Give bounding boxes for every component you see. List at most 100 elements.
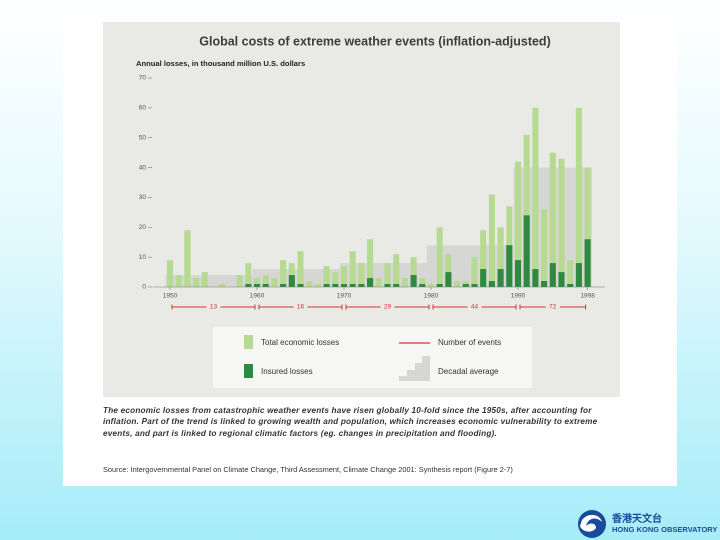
bar xyxy=(410,257,417,287)
bar xyxy=(384,284,391,287)
bar xyxy=(175,275,182,287)
y-tick-label: 40 xyxy=(139,164,147,171)
decadal-average xyxy=(165,275,253,287)
bar xyxy=(193,278,200,287)
bar xyxy=(549,263,556,287)
bar xyxy=(419,278,426,287)
events-label-bg xyxy=(293,302,308,312)
bar xyxy=(445,272,452,287)
bar xyxy=(410,275,417,287)
bar xyxy=(349,251,356,287)
bar xyxy=(471,257,478,287)
legend-label: Decadal average xyxy=(438,367,499,376)
legend-label: Total economic losses xyxy=(261,338,339,347)
events-label-bg xyxy=(206,302,221,312)
bar xyxy=(236,275,243,287)
bar xyxy=(523,215,530,287)
events-label: 72 xyxy=(549,304,557,311)
bar xyxy=(558,272,565,287)
bar xyxy=(340,266,348,287)
bar xyxy=(367,239,374,287)
bar xyxy=(506,245,513,287)
legend-swatch xyxy=(244,364,253,378)
bar xyxy=(245,284,252,287)
bar xyxy=(184,230,191,287)
bar xyxy=(253,278,261,287)
bar xyxy=(567,260,574,287)
bar xyxy=(219,284,226,287)
bar xyxy=(541,209,548,287)
bar xyxy=(384,263,391,287)
y-tick-label: 10 xyxy=(139,254,147,261)
bar xyxy=(367,278,374,287)
bar xyxy=(436,227,443,287)
bar xyxy=(532,269,539,287)
bar xyxy=(541,281,548,287)
bar xyxy=(488,194,495,287)
bar xyxy=(297,251,304,287)
bar xyxy=(427,284,435,287)
x-tick-label: 1960 xyxy=(250,293,265,300)
logo-mark xyxy=(578,510,606,538)
bar xyxy=(262,284,269,287)
x-tick-label: 1950 xyxy=(163,293,178,300)
legend-swatch xyxy=(399,356,430,381)
events-label-bg xyxy=(545,302,560,312)
x-tick-label: 1990 xyxy=(511,293,526,300)
bar xyxy=(323,266,330,287)
bar xyxy=(166,260,174,287)
legend-box xyxy=(213,327,532,388)
plot: 0 10 20 30 40 50 60 70 1950 1960 1970 1980 1990 1998 1… xyxy=(139,75,605,312)
caption: The economic losses from catastrophic we… xyxy=(103,406,598,438)
bar xyxy=(358,263,365,287)
events-label: 44 xyxy=(471,304,479,311)
bar xyxy=(280,284,287,287)
bar xyxy=(201,272,208,287)
bar xyxy=(271,278,278,287)
bar xyxy=(575,263,582,287)
chart-subtitle: Annual losses, in thousand million U.S. … xyxy=(136,59,305,68)
y-tick-label: 20 xyxy=(139,224,147,231)
bar xyxy=(514,161,522,287)
bar xyxy=(497,227,504,287)
bar xyxy=(462,284,469,287)
bar xyxy=(419,284,426,287)
bar xyxy=(262,275,269,287)
bar xyxy=(497,269,504,287)
events-label: 16 xyxy=(297,304,305,311)
y-tick-label: 50 xyxy=(139,134,147,141)
bar xyxy=(454,281,461,287)
bar xyxy=(253,284,261,287)
bar xyxy=(480,230,487,287)
bar xyxy=(488,281,495,287)
y-tick-label: 30 xyxy=(139,194,147,201)
bar xyxy=(514,260,522,287)
bar xyxy=(471,284,478,287)
bar xyxy=(523,134,530,287)
bar xyxy=(532,107,539,287)
y-tick-label: 60 xyxy=(139,105,147,112)
bar xyxy=(349,284,356,287)
bar xyxy=(280,260,287,287)
logo-chinese: 香港天文台 xyxy=(612,514,662,525)
bar xyxy=(340,284,348,287)
legend-swatch xyxy=(244,335,253,349)
x-tick-label: 1998 xyxy=(580,293,595,300)
bar xyxy=(558,158,565,287)
bar xyxy=(332,284,339,287)
bar xyxy=(375,278,382,287)
bar xyxy=(288,275,295,287)
events-label-bg xyxy=(380,302,395,312)
bar xyxy=(332,272,339,287)
events-label: 13 xyxy=(210,304,218,311)
bar xyxy=(549,152,556,287)
bar xyxy=(480,269,487,287)
y-tick-label: 70 xyxy=(139,75,147,82)
bar xyxy=(245,263,252,287)
legend: Total economic losses Insured losses Num… xyxy=(244,335,501,381)
bar xyxy=(323,284,330,287)
bar xyxy=(314,284,321,287)
legend-label: Number of events xyxy=(438,338,501,347)
